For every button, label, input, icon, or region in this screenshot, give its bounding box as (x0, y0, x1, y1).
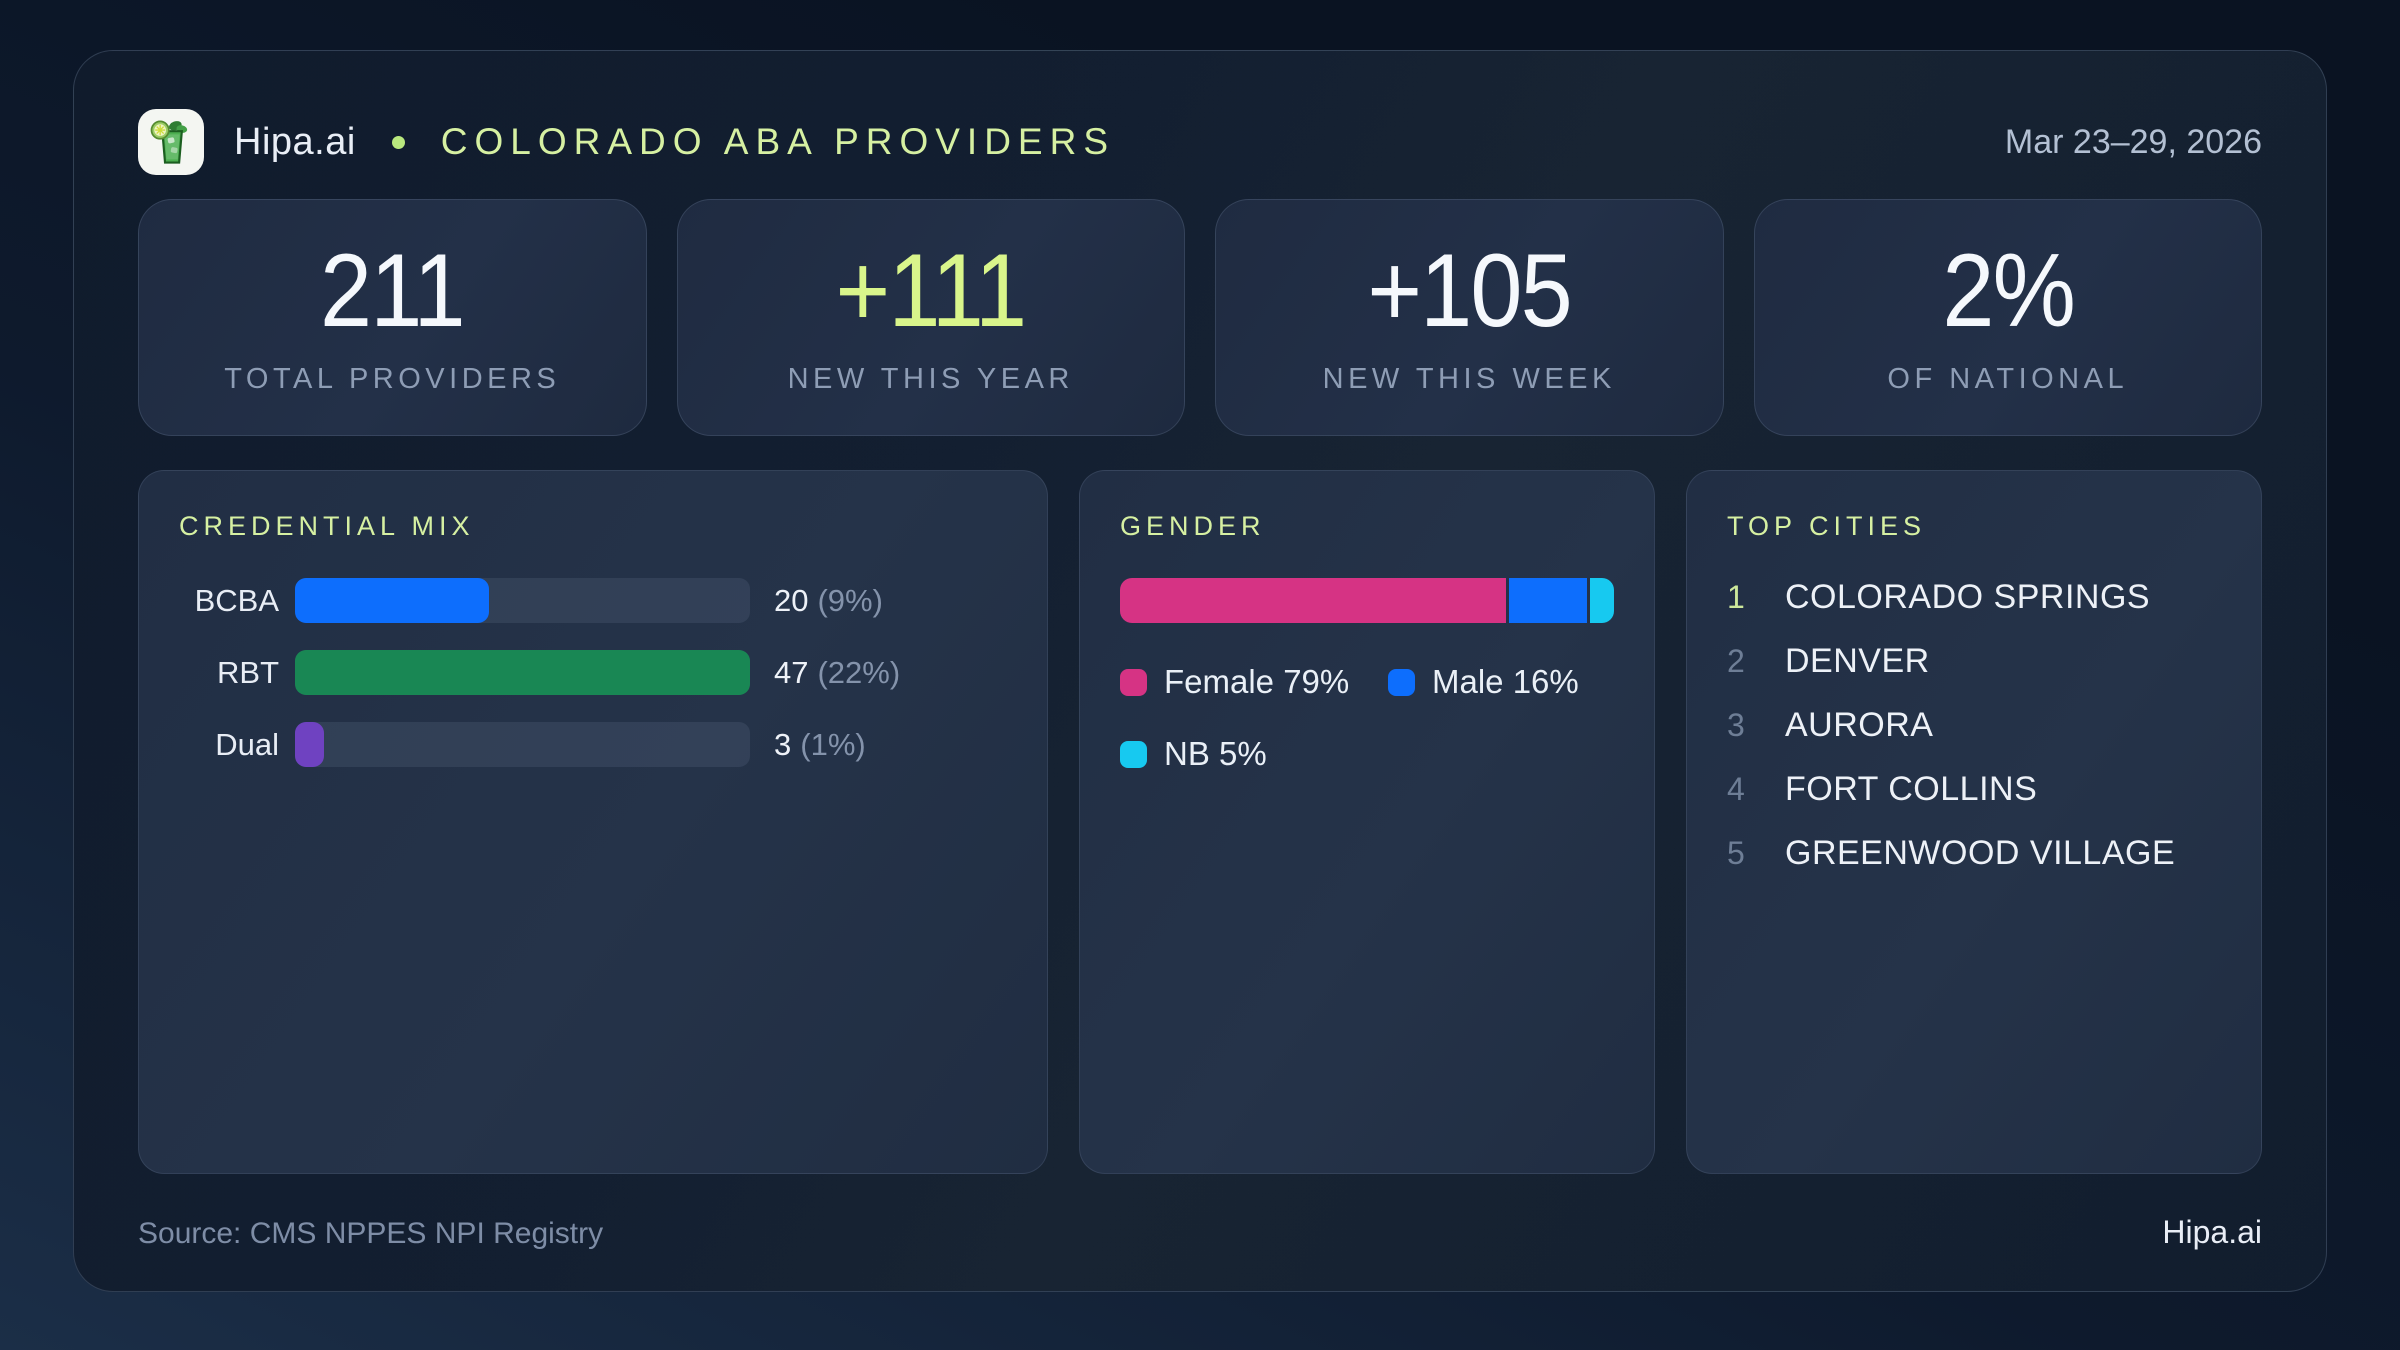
mojito-glass-graphic (150, 120, 188, 164)
stat-label: OF NATIONAL (1887, 363, 2129, 395)
bar-label: Dual (215, 726, 279, 762)
city-rank: 5 (1727, 835, 1745, 871)
footer: Source: CMS NPPES NPI Registry Hipa.ai (138, 1214, 2262, 1251)
bar-value: 47 (22%) (774, 654, 901, 690)
gender-title: GENDER (1120, 511, 1266, 541)
city-row: 3 AURORA (1727, 706, 2221, 745)
bar-track (295, 650, 750, 695)
date-range: Mar 23–29, 2026 (2004, 122, 2262, 161)
stat-value: 211 (320, 233, 466, 349)
bar-value: 20 (9%) (774, 582, 883, 618)
bar-value: 3 (1%) (774, 726, 866, 762)
stat-value: +111 (835, 233, 1028, 349)
credential-row-dual: Dual 3 (1%) (179, 722, 1007, 767)
gender-stacked-bar (1120, 578, 1614, 623)
credential-mix-panel: CREDENTIAL MIX BCBA 20 (9%) RBT 47 (22%) (138, 470, 1048, 1174)
top-cities-title: TOP CITIES (1727, 511, 1927, 541)
mojito-glass-icon (138, 109, 204, 175)
top-cities-panel: TOP CITIES 1 COLORADO SPRINGS 2 DENVER 3… (1686, 470, 2262, 1174)
city-rank: 4 (1727, 771, 1745, 807)
stat-label: NEW THIS YEAR (787, 363, 1074, 395)
gender-segment-male (1508, 578, 1587, 623)
bar-track (295, 578, 750, 623)
city-name: AURORA (1785, 706, 1934, 744)
bar-fill-dual (295, 722, 325, 767)
bar-track (295, 722, 750, 767)
stat-card-new-this-year: +111 NEW THIS YEAR (676, 199, 1185, 436)
stat-label: NEW THIS WEEK (1322, 363, 1616, 395)
dashboard-panel: Hipa.ai COLORADO ABA PROVIDERS Mar 23–29… (73, 50, 2327, 1292)
stat-value: +105 (1367, 233, 1572, 349)
city-row: 4 FORT COLLINS (1727, 770, 2221, 809)
credential-mix-title: CREDENTIAL MIX (179, 511, 475, 541)
separator-dot-icon (391, 135, 405, 149)
legend-item-nb: NB 5% (1120, 735, 1388, 773)
stat-label: TOTAL PROVIDERS (224, 363, 561, 395)
footer-brand: Hipa.ai (2162, 1214, 2262, 1250)
city-name: DENVER (1785, 642, 1930, 680)
gender-legend: Female 79% Male 16% NB 5% (1120, 663, 1614, 773)
credential-row-rbt: RBT 47 (22%) (179, 650, 1007, 695)
legend-label: Female 79% (1164, 663, 1350, 700)
legend-label: NB 5% (1164, 735, 1267, 772)
city-row: 1 COLORADO SPRINGS (1727, 578, 2221, 617)
bar-fill-bcba (295, 578, 489, 623)
panels-row: CREDENTIAL MIX BCBA 20 (9%) RBT 47 (22%) (138, 470, 2262, 1174)
brand-name: Hipa.ai (234, 120, 356, 163)
header: Hipa.ai COLORADO ABA PROVIDERS Mar 23–29… (138, 105, 2262, 179)
bar-fill-rbt (295, 650, 750, 695)
page-title: COLORADO ABA PROVIDERS (440, 121, 1116, 162)
city-name: GREENWOOD VILLAGE (1785, 834, 2176, 872)
legend-swatch-nb-icon (1120, 740, 1147, 768)
credential-row-bcba: BCBA 20 (9%) (179, 578, 1007, 623)
stats-row: 211 TOTAL PROVIDERS +111 NEW THIS YEAR +… (138, 199, 2262, 436)
legend-label: Male 16% (1432, 663, 1579, 700)
city-row: 2 DENVER (1727, 642, 2221, 681)
stat-card-total-providers: 211 TOTAL PROVIDERS (138, 199, 647, 436)
city-name: FORT COLLINS (1785, 770, 2038, 808)
city-rank: 3 (1727, 707, 1745, 743)
gender-segment-nb (1589, 578, 1614, 623)
stat-card-new-this-week: +105 NEW THIS WEEK (1215, 199, 1724, 436)
bar-label: BCBA (194, 582, 279, 618)
city-name: COLORADO SPRINGS (1785, 578, 2151, 616)
city-rank: 1 (1727, 579, 1745, 615)
legend-item-male: Male 16% (1388, 663, 1579, 701)
legend-item-female: Female 79% (1120, 663, 1388, 701)
data-source-note: Source: CMS NPPES NPI Registry (138, 1217, 604, 1250)
bar-label: RBT (217, 654, 279, 690)
legend-swatch-female-icon (1120, 668, 1147, 696)
city-rank: 2 (1727, 643, 1745, 679)
city-row: 5 GREENWOOD VILLAGE (1727, 834, 2221, 873)
stat-card-of-national: 2% OF NATIONAL (1753, 199, 2262, 436)
stat-value: 2% (1941, 233, 2075, 349)
gender-segment-female (1120, 578, 1506, 623)
gender-panel: GENDER Female 79% Male 16% NB 5% (1079, 470, 1655, 1174)
legend-swatch-male-icon (1388, 668, 1415, 696)
